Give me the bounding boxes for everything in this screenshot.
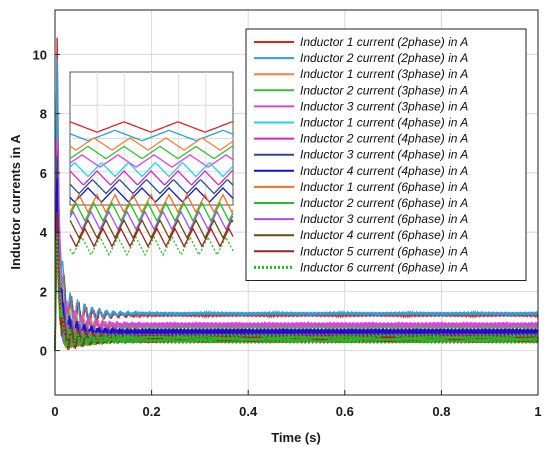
series-line-2 (54, 58, 539, 351)
inset-series-line-11 (69, 201, 234, 223)
inset-series-line-14 (69, 227, 234, 248)
inset-series-line-9 (69, 187, 234, 203)
y-tick-label-5: 10 (33, 47, 47, 62)
inset-series-line-2 (69, 129, 234, 142)
inset-series-line-3 (69, 137, 234, 151)
x-tick-label-4: 0.8 (432, 404, 450, 419)
x-tick-label-2: 0.4 (239, 404, 258, 419)
legend-label-5: Inductor 3 current (3phase) in A (300, 99, 468, 113)
inset-series-line-1 (69, 121, 234, 133)
y-tick-label-2: 4 (40, 225, 48, 240)
inset-series-line-4 (69, 145, 234, 160)
y-tick-label-0: 0 (40, 344, 47, 359)
legend-label-4: Inductor 2 current (3phase) in A (300, 83, 468, 97)
legend-label-9: Inductor 4 current (4phase) in A (300, 164, 468, 178)
legend-label-3: Inductor 1 current (3phase) in A (300, 67, 468, 81)
x-axis-label: Time (s) (271, 430, 321, 445)
legend-label-14: Inductor 5 current (6phase) in A (300, 244, 468, 258)
y-tick-label-3: 6 (40, 166, 47, 181)
inset-series-line-8 (69, 179, 234, 195)
inset-series-line-7 (69, 170, 234, 186)
legend: Inductor 1 current (2phase) in A Inductor… (245, 28, 527, 281)
legend-label-10: Inductor 1 current (6phase) in A (300, 180, 468, 194)
inset-series-line-10 (69, 193, 234, 214)
x-axis-ticks: 0 0.2 0.4 0.6 0.8 1 (51, 390, 542, 419)
series-line-9 (54, 178, 539, 351)
legend-label-6: Inductor 1 current (4phase) in A (300, 116, 468, 130)
inset-zoom (69, 71, 234, 257)
y-axis-ticks: 0 2 4 6 8 10 (33, 47, 60, 359)
y-axis-label: Inductor currents in A (8, 134, 23, 270)
legend-label-2: Inductor 2 current (2phase) in A (300, 51, 468, 65)
series-line-5 (54, 138, 539, 351)
legend-label-1: Inductor 1 current (2phase) in A (300, 35, 468, 49)
legend-label-8: Inductor 3 current (4phase) in A (300, 148, 468, 162)
series-layer (54, 37, 539, 351)
legend-label-15: Inductor 6 current (6phase) in A (300, 260, 468, 274)
legend-label-11: Inductor 2 current (6phase) in A (300, 196, 468, 210)
inset-series-line-6 (69, 162, 234, 178)
inset-series-line-13 (69, 218, 234, 240)
legend-label-12: Inductor 3 current (6phase) in A (300, 212, 468, 226)
x-tick-label-3: 0.6 (336, 404, 354, 419)
x-tick-label-1: 0.2 (143, 404, 161, 419)
legend-label-13: Inductor 4 current (6phase) in A (300, 228, 468, 242)
inset-series-line-12 (69, 210, 234, 231)
y-tick-label-1: 2 (40, 284, 47, 299)
x-tick-label-5: 1 (534, 404, 541, 419)
x-tick-label-0: 0 (51, 404, 58, 419)
plot-frame (54, 9, 539, 396)
legend-label-7: Inductor 2 current (4phase) in A (300, 132, 468, 146)
y-tick-label-4: 8 (40, 107, 47, 122)
